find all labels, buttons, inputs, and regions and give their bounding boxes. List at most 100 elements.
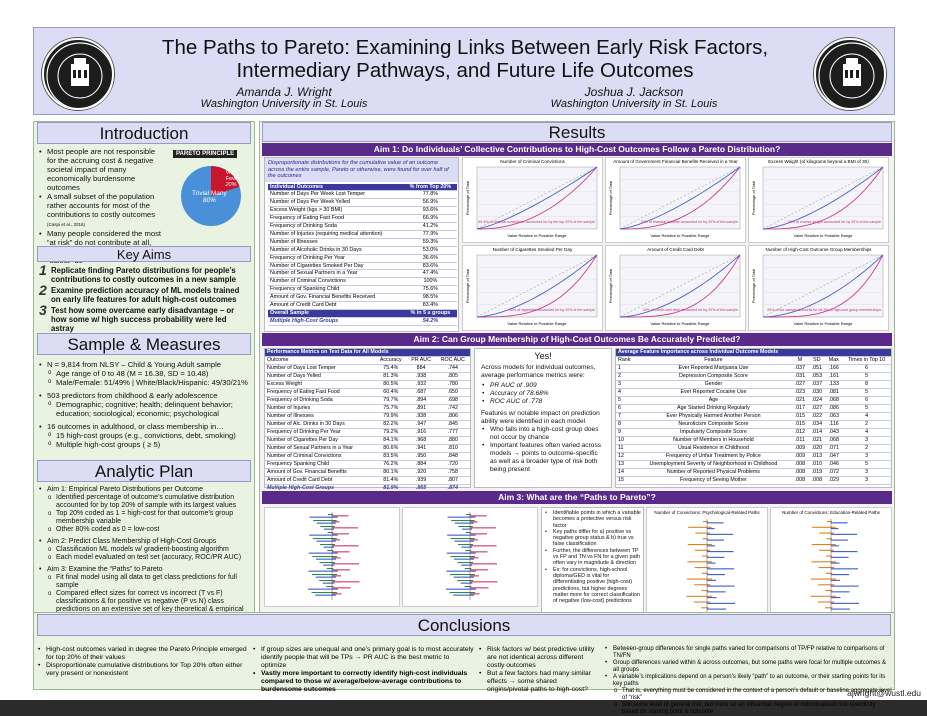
conclusion-bullet: A variable’s implications depend on a pe… [604,674,892,688]
table-cell: 12 [616,452,636,461]
effect-bar [461,564,473,566]
table-cell: 8 [616,420,636,429]
table-cell: .013 [808,452,826,461]
effect-bar [470,545,497,547]
effect-bar [464,586,472,588]
table-cell: Ever Physically Harmed Another Person [635,412,792,421]
analytic-bullet: Aim 1: Empirical Pareto Distributions pe… [38,486,252,494]
table-cell: Number of Illnesses [268,238,404,247]
effect-bar [707,528,715,530]
effect-bar [309,516,338,518]
table-row: Number of Sexual Partners in a Year 47.4% [268,269,457,279]
effect-bar [826,538,833,540]
effect-bar [313,520,337,522]
effect-bar [326,586,334,588]
effect-bar [461,546,473,548]
effect-bar [332,521,340,523]
plot-title: Number of Criminal Convictions [500,159,565,164]
effect-bar [446,588,476,590]
effect-bar [707,597,717,599]
table-cell: Impulsivity Composite Score [635,428,792,437]
table-cell: .086 [825,404,843,413]
conclusion-bullet: High-cost outcomes varied in degree the … [37,646,247,662]
table-cell: .947 [406,420,436,429]
table-cell: .051 [808,364,826,373]
table-cell: Excess Weight [265,380,376,389]
table-cell: Individual Outcomes [268,183,404,192]
yes-p1: Across models for individual outcomes, a… [481,364,596,379]
table-cell: Age Started Drinking Regularly [635,404,792,413]
table-cell: .941 [406,444,436,453]
intro-heading: Introduction [37,122,251,144]
effect-bar [810,595,837,597]
reference-curve [619,166,741,230]
conclusion-sub: Still some level of general risk, but mo… [604,702,892,716]
effect-bar [701,572,709,574]
effect-bar [464,568,472,570]
table-cell: 5 [842,388,891,397]
plot-title: Amount of Credit Card Debt [647,247,704,252]
effect-bar [825,590,833,592]
table-cell: % from Top 20% [403,183,457,192]
effect-bar [312,556,337,558]
sample-bullet: N = 9,814 from NLSY – Child & Young Adul… [38,360,252,369]
table-cell: Frequency of Unfair Treatment by Police [635,452,792,461]
table-cell: 3 [842,468,891,477]
plot-note: 20% of the sample accounts for 54.2% of … [767,308,881,312]
y-axis-label: Percentage of Total [608,181,613,216]
table-cell: 83.5% [375,452,407,461]
effect-bar [450,574,475,576]
table-cell: 75.7% [375,404,407,413]
effect-bar [470,551,488,553]
table-cell: Number of Cigarettes Smoked Per Day [268,262,404,271]
effect-bar [311,592,338,594]
table-row: Frequency of Drinking Per Year 79.2% .916.… [265,428,470,437]
table-cell: PR AUC [406,356,436,365]
table-cell: .742 [435,404,470,413]
table-cell: 41.2% [403,222,457,231]
aim3-plot-3-title: Number of Convictions: Psychological-Rel… [654,510,760,515]
table-cell: .780 [435,380,470,389]
table-cell: .081 [825,388,843,397]
table-cell: 79.2% [375,428,407,437]
effect-bar [454,558,474,560]
table-cell: .015 [791,420,809,429]
aim3-plot-4-title: Number of Convictions: Education-Related… [782,510,880,515]
table-cell: Frequency Spanking Child [265,460,376,469]
table-cell: Frequency of Spanking Child [268,285,404,295]
effect-bar [332,587,351,589]
table-cell: 54.2% [403,317,457,326]
analytic-list: Aim 1: Empirical Pareto Distributions pe… [38,486,252,622]
table-cell: 76.2% [375,460,407,469]
conclusion-bullet: Vastly more important to correctly ident… [252,670,474,694]
effect-bar [707,608,726,610]
table-cell: 884 [406,364,436,373]
table-cell: .071 [825,444,843,453]
pareto-plot: Amount of Credit Card Debt 20% of credit … [605,245,746,331]
conclusion-sub: That is, everything must be considered i… [604,688,892,702]
analytic-sub: Fit final model using all data to get cl… [38,574,252,590]
equality-line [476,254,598,318]
effect-bar [451,520,475,522]
author-1: Amanda J. Wright Washington University i… [200,85,368,110]
table-cell: .014 [808,428,826,437]
effect-bar [470,587,489,589]
table-row: Number of Injuries 75.7% .891.742 [265,404,470,413]
sample-sub: Age range of 0 to 48 (M = 16.38, SD = 10… [38,369,252,378]
table-cell: .068 [825,396,843,405]
cumulative-curve [619,254,741,318]
effect-bar [707,556,725,558]
table-row: 2 Depression Composite Score .031.053.161 5 [616,372,891,381]
table-row: Number of Cigarettes Smoked Per Day 83.6% [268,262,457,271]
effect-bar [695,532,710,534]
table-row: 6 Age Started Drinking Regularly .017.027.… [616,404,891,413]
equality-line [762,254,884,318]
effect-bar [332,593,342,595]
effect-bar [703,521,708,523]
table-cell: 4 [616,388,636,397]
table-cell: 82.2% [375,420,407,429]
effect-bar [831,539,848,541]
effect-bar [831,556,849,558]
contact-email[interactable]: ajwright@wustl.edu [847,688,921,698]
reference-curve [762,254,884,318]
